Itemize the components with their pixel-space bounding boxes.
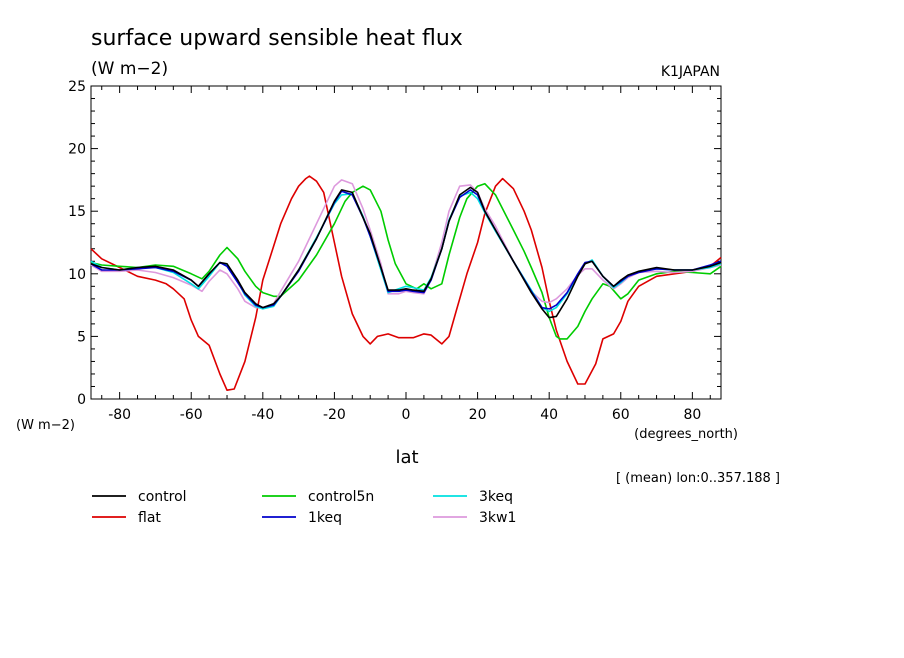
y-tick-label: 5 (77, 329, 86, 345)
y-tick-label: 0 (77, 392, 86, 408)
x-tick-label: -40 (251, 407, 274, 423)
x-tick-label: 80 (683, 407, 701, 423)
x-tick-label: -60 (180, 407, 203, 423)
source-label: K1JAPAN (661, 64, 720, 80)
legend-label-control: control (138, 489, 187, 505)
legend-label-3kw1: 3kw1 (479, 510, 516, 526)
x-tick-label: 40 (540, 407, 558, 423)
series-line-control (90, 186, 722, 319)
chart-title: surface upward sensible heat flux (91, 26, 463, 51)
series-layer (90, 175, 722, 392)
mean-annotation: [ (mean) lon:0..357.188 ] (616, 471, 780, 486)
legend-label-1keq: 1keq (308, 510, 342, 526)
x-tick-label: -20 (323, 407, 346, 423)
x-tick-label: 60 (612, 407, 630, 423)
y-tick-label: 10 (68, 267, 86, 283)
legend-label-3keq: 3keq (479, 489, 513, 505)
series-line-flat (90, 175, 722, 392)
plot-frame (90, 85, 722, 400)
x-tick-label: 0 (402, 407, 411, 423)
series-line-control5n (90, 182, 722, 340)
series-line-3keq (90, 191, 722, 313)
y-tick-label: 20 (68, 142, 86, 158)
legend-label-control5n: control5n (308, 489, 374, 505)
x-tick-label: 20 (469, 407, 487, 423)
y-tick-label: 15 (68, 204, 86, 220)
units-label: (W m−2) (91, 59, 168, 79)
axis-ticks: -80 -60 -40 -20 0 20 40 60 80 0 5 10 15 20 25 (68, 79, 721, 423)
y-tick-label: 25 (68, 79, 86, 95)
x-axis-units-label: (degrees_north) (634, 427, 738, 442)
legend: control flat control5n 1keq 3keq 3kw1 (92, 489, 516, 526)
legend-label-flat: flat (138, 510, 161, 526)
series-line-3kw1 (90, 179, 722, 309)
y-axis-label: (W m−2) (16, 418, 75, 433)
x-axis-label: lat (395, 447, 418, 468)
x-tick-label: -80 (108, 407, 131, 423)
